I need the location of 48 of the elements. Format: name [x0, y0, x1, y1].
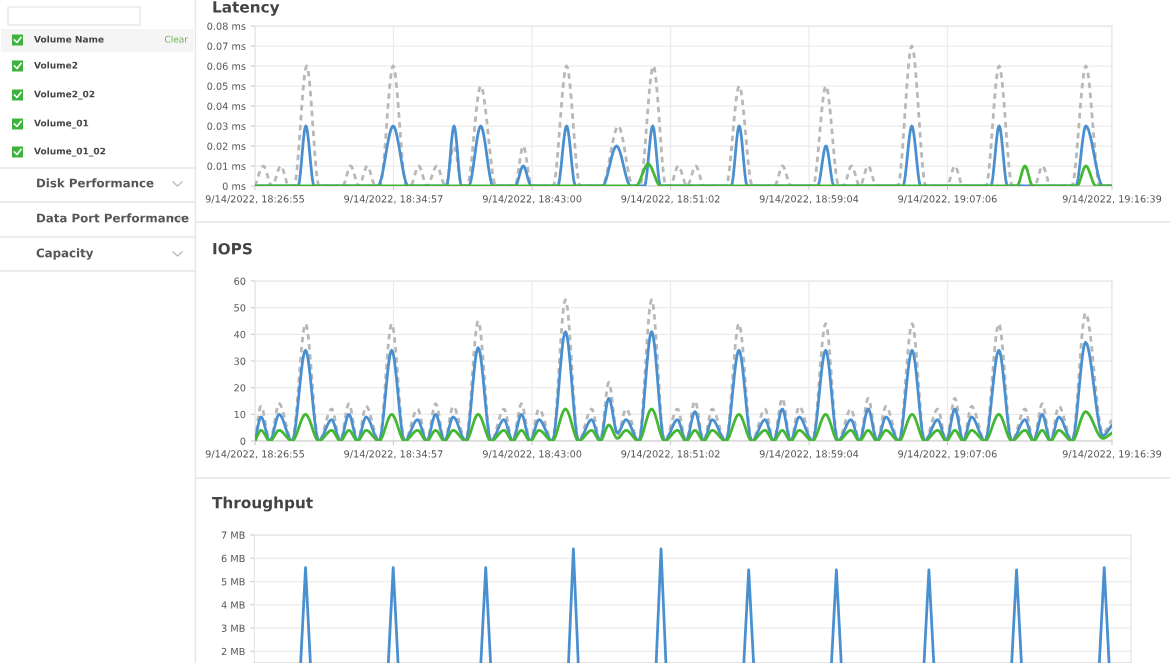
x-tick-label: 9/14/2022, 18:26:55 [205, 450, 304, 459]
y-tick-label: 10 [234, 410, 246, 419]
chart-title: Throughput [212, 496, 313, 512]
x-tick-label: 9/14/2022, 18:34:57 [344, 450, 443, 459]
text: Volume2_02 [34, 90, 95, 100]
y-tick-label: 0.03 ms [207, 122, 246, 130]
text: Volume2 [34, 61, 78, 69]
y-tick-label: 7 MB [221, 531, 245, 539]
x-tick-label: 9/14/2022, 19:16:39 [1062, 195, 1162, 204]
y-tick-label: 0.06 ms [207, 62, 246, 70]
y-tick-label: 30 [234, 357, 246, 365]
y-tick-label: 0.07 ms [207, 42, 246, 50]
y-tick-label: 4 MB [221, 601, 245, 609]
x-tick-label: 9/14/2022, 19:07:06 [898, 195, 997, 204]
chart-title: Latency [213, 1, 280, 16]
y-tick-label: 0.05 ms [207, 82, 246, 90]
x-tick-label: 9/14/2022, 18:43:00 [482, 195, 582, 204]
x-tick-label: 9/14/2022, 19:16:39 [1062, 450, 1162, 459]
text: Volume Name [34, 35, 104, 43]
y-tick-label: 0.04 ms [207, 102, 246, 110]
text: Volume_01 [34, 119, 89, 129]
x-tick-label: 9/14/2022, 18:51:02 [621, 450, 720, 459]
y-tick-label: 3 MB [221, 624, 245, 632]
y-tick-label: 60 [234, 277, 246, 285]
y-tick-label: 6 MB [221, 554, 245, 563]
y-tick-label: 20 [234, 384, 246, 392]
x-tick-label: 9/14/2022, 19:07:06 [898, 450, 997, 459]
x-tick-label: 9/14/2022, 18:43:00 [482, 450, 582, 459]
x-tick-label: 9/14/2022, 18:51:02 [621, 195, 720, 204]
x-tick-label: 9/14/2022, 18:59:04 [759, 195, 859, 204]
y-tick-label: 0.02 ms [207, 142, 246, 150]
text: Capacity [36, 248, 94, 260]
y-tick-label: 5 MB [221, 578, 245, 586]
y-tick-label: 50 [234, 304, 246, 312]
text: Clear [164, 35, 188, 43]
text: Disk Performance [37, 178, 154, 188]
text: Data Port Performance [37, 213, 189, 223]
x-tick-label: 9/14/2022, 18:26:55 [205, 195, 304, 204]
y-tick-label: 0.08 ms [207, 22, 246, 30]
y-tick-label: 40 [234, 330, 246, 339]
y-tick-label: 0 [240, 437, 246, 445]
y-tick-label: 0 ms [222, 182, 246, 190]
y-tick-label: 0.01 ms [207, 162, 246, 170]
y-tick-label: 2 MB [221, 647, 245, 656]
x-tick-label: 9/14/2022, 18:59:04 [759, 450, 859, 459]
chart-title: IOPS [213, 242, 252, 255]
x-tick-label: 9/14/2022, 18:34:57 [344, 195, 443, 204]
text: Volume_01_02 [34, 147, 106, 157]
